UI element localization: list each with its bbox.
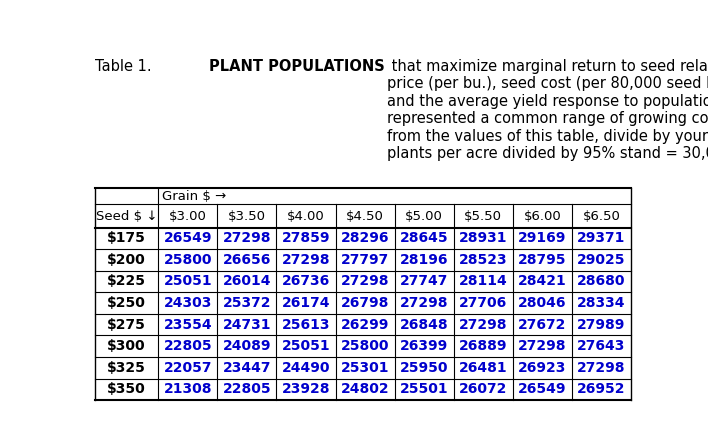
Text: 28421: 28421 <box>518 275 566 289</box>
Text: 23928: 23928 <box>282 382 330 396</box>
Text: 26549: 26549 <box>518 382 566 396</box>
Text: 28046: 28046 <box>518 296 566 310</box>
Text: $325: $325 <box>107 361 146 375</box>
Text: $275: $275 <box>107 318 146 332</box>
Text: 22805: 22805 <box>164 339 212 353</box>
Text: 26923: 26923 <box>518 361 566 375</box>
Text: 26952: 26952 <box>577 382 626 396</box>
Text: 27298: 27298 <box>459 318 508 332</box>
Text: 26014: 26014 <box>222 275 271 289</box>
Text: 27747: 27747 <box>400 275 448 289</box>
Text: 27298: 27298 <box>518 339 566 353</box>
Text: 27989: 27989 <box>577 318 626 332</box>
Text: 27298: 27298 <box>400 296 448 310</box>
Text: 24303: 24303 <box>164 296 212 310</box>
Text: 27298: 27298 <box>341 275 389 289</box>
Text: $6.00: $6.00 <box>523 209 561 223</box>
Text: 27643: 27643 <box>577 339 626 353</box>
Text: 25051: 25051 <box>282 339 331 353</box>
Text: 28680: 28680 <box>577 275 626 289</box>
Text: 26848: 26848 <box>400 318 448 332</box>
Text: 28114: 28114 <box>459 275 508 289</box>
Text: $250: $250 <box>107 296 146 310</box>
Text: 24802: 24802 <box>341 382 389 396</box>
Text: PLANT POPULATIONS: PLANT POPULATIONS <box>210 59 385 74</box>
Text: $5.00: $5.00 <box>405 209 443 223</box>
Text: $4.50: $4.50 <box>346 209 384 223</box>
Text: 24089: 24089 <box>222 339 271 353</box>
Text: 26072: 26072 <box>459 382 508 396</box>
Text: 26299: 26299 <box>341 318 389 332</box>
Text: 25613: 25613 <box>282 318 330 332</box>
Text: $175: $175 <box>107 231 146 246</box>
Text: 25950: 25950 <box>400 361 448 375</box>
Text: 25051: 25051 <box>164 275 212 289</box>
Text: 25800: 25800 <box>341 339 389 353</box>
Text: Grain $ →: Grain $ → <box>162 190 227 202</box>
Text: 26481: 26481 <box>459 361 508 375</box>
Text: 27859: 27859 <box>282 231 330 246</box>
Text: 25800: 25800 <box>164 253 212 267</box>
Text: $3.00: $3.00 <box>169 209 207 223</box>
Text: 25501: 25501 <box>400 382 448 396</box>
Text: 29169: 29169 <box>518 231 566 246</box>
Text: 27298: 27298 <box>577 361 626 375</box>
Text: 28645: 28645 <box>400 231 448 246</box>
Text: Seed $ ↓: Seed $ ↓ <box>96 209 157 223</box>
Text: 24731: 24731 <box>222 318 271 332</box>
Text: 28296: 28296 <box>341 231 389 246</box>
Text: 28334: 28334 <box>577 296 626 310</box>
Text: 26174: 26174 <box>282 296 330 310</box>
Text: $200: $200 <box>107 253 146 267</box>
Text: 26798: 26798 <box>341 296 389 310</box>
Text: 27797: 27797 <box>341 253 389 267</box>
Text: $3.50: $3.50 <box>228 209 266 223</box>
Text: $5.50: $5.50 <box>464 209 502 223</box>
Text: 28523: 28523 <box>459 253 508 267</box>
Text: 28931: 28931 <box>459 231 508 246</box>
Text: $350: $350 <box>107 382 146 396</box>
Text: 22805: 22805 <box>222 382 271 396</box>
Text: $300: $300 <box>107 339 146 353</box>
Text: 28795: 28795 <box>518 253 566 267</box>
Text: Table 1.: Table 1. <box>95 59 156 74</box>
Text: $6.50: $6.50 <box>583 209 620 223</box>
Text: $225: $225 <box>107 275 146 289</box>
Text: 21308: 21308 <box>164 382 212 396</box>
Text: 25301: 25301 <box>341 361 389 375</box>
Text: 27672: 27672 <box>518 318 566 332</box>
Text: 26549: 26549 <box>164 231 212 246</box>
Text: 29025: 29025 <box>577 253 626 267</box>
Text: 27298: 27298 <box>282 253 330 267</box>
Text: $4.00: $4.00 <box>287 209 325 223</box>
Text: 23447: 23447 <box>222 361 271 375</box>
Text: 27298: 27298 <box>222 231 271 246</box>
Text: 23554: 23554 <box>164 318 212 332</box>
Text: 27706: 27706 <box>459 296 508 310</box>
Text: 26736: 26736 <box>282 275 330 289</box>
Text: 28196: 28196 <box>400 253 448 267</box>
Text: that maximize marginal return to seed relative to grain
price (per bu.), seed co: that maximize marginal return to seed re… <box>387 59 708 161</box>
Text: 24490: 24490 <box>282 361 330 375</box>
Text: 29371: 29371 <box>577 231 626 246</box>
Text: 26889: 26889 <box>459 339 508 353</box>
Text: 25372: 25372 <box>222 296 271 310</box>
Text: 26656: 26656 <box>223 253 271 267</box>
Text: 22057: 22057 <box>164 361 212 375</box>
Text: 26399: 26399 <box>400 339 448 353</box>
